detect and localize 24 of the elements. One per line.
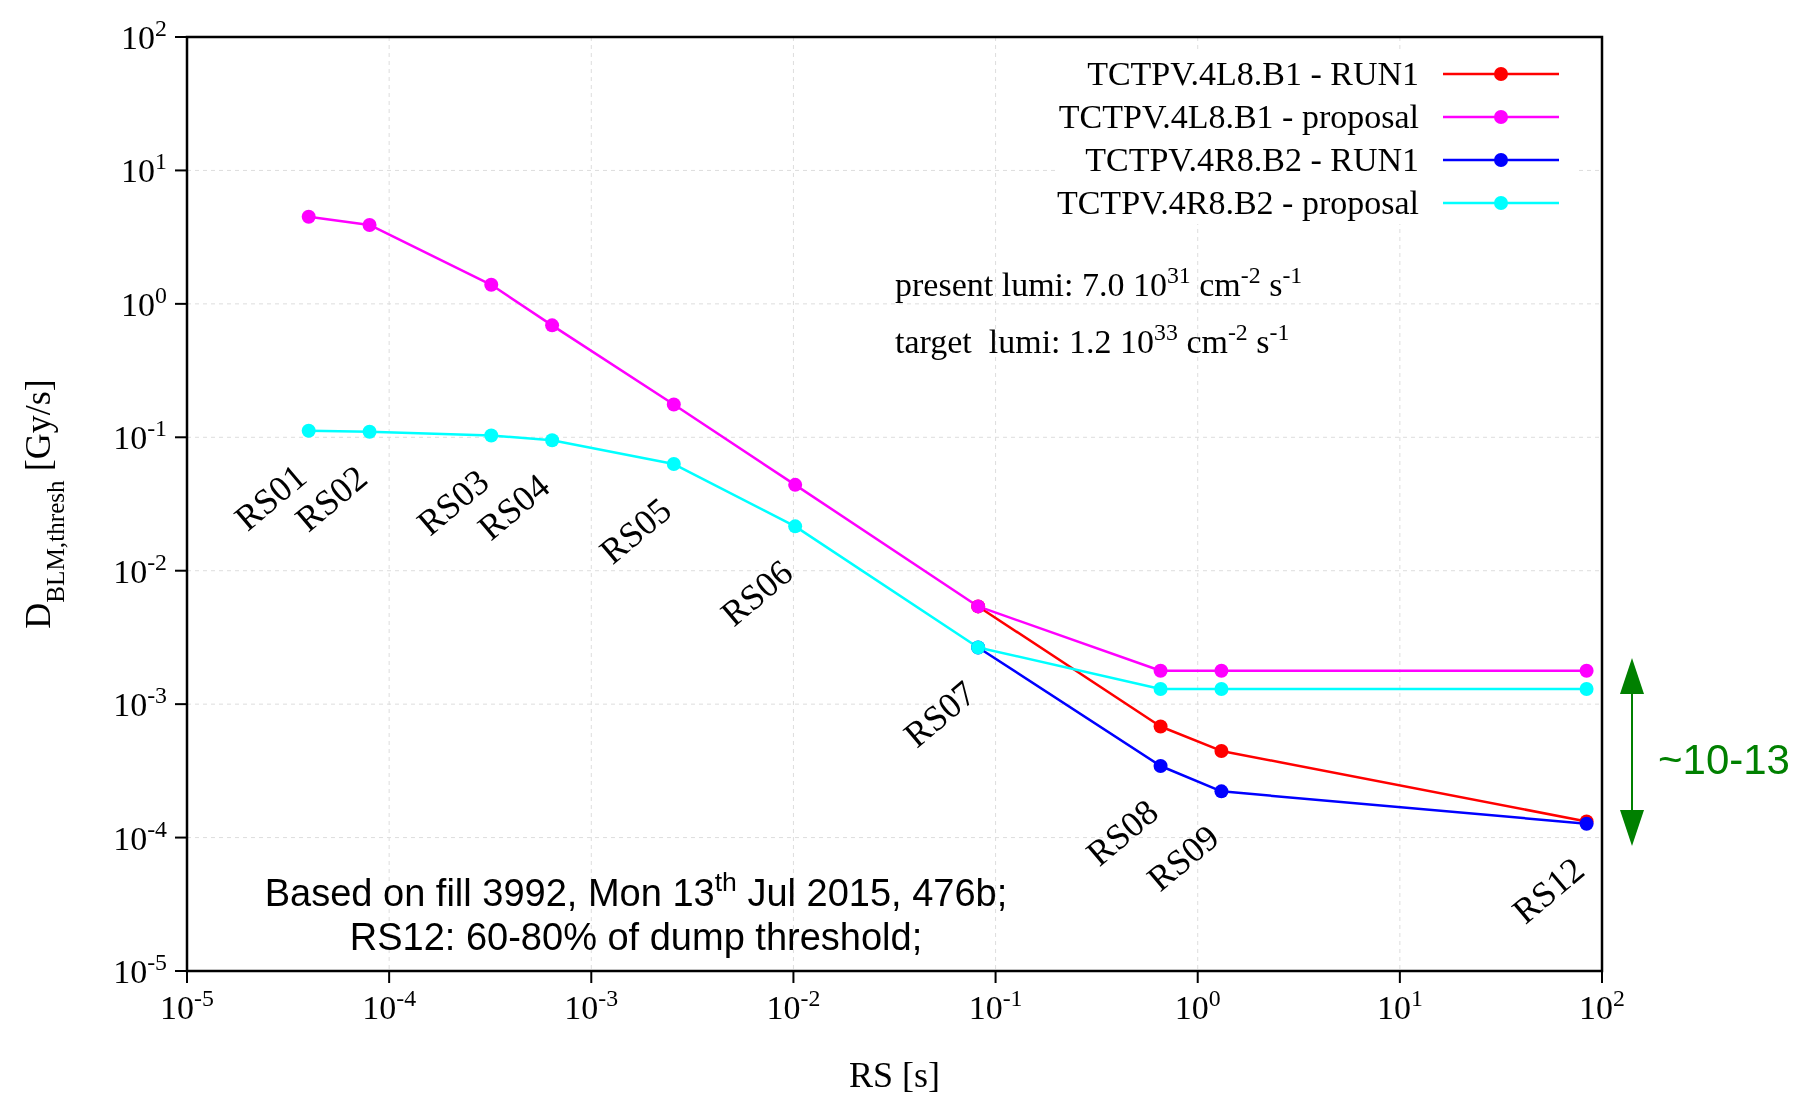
text: ~10-13 — [1658, 736, 1790, 783]
y-tick-label: 10$^{-2}$ — [113, 548, 167, 590]
legend-label: TCTPV.4R8.B2 - proposal — [1056, 183, 1419, 223]
y-tick-label: 10$^{0}$ — [121, 281, 167, 323]
legend-label: TCTPV.4L8.B1 - proposal — [1058, 97, 1419, 137]
y-tick-label: 10$^{2}$ — [121, 15, 167, 56]
x-tick-label: 10$^{2}$ — [1579, 985, 1625, 1026]
annotation: RS12: 60-80% of dump threshold; — [349, 916, 923, 958]
x-tick-label: 10$^{-1}$ — [968, 985, 1023, 1026]
legend-label: TCTPV.4L8.B1 - RUN1 — [1087, 54, 1419, 94]
annotation: present lumi: 7.0 10$^{31}$ cm$^{-2}$ s$^{-1}$ — [895, 262, 1303, 303]
x-tick-label: 10$^{-4}$ — [362, 985, 417, 1026]
y-tick-label: 10$^{-3}$ — [113, 682, 167, 724]
annotation: target lumi: 1.2 10$^{33}$ cm$^{-2}$ s$^{-1}$ — [895, 319, 1290, 360]
x-tick-label: 10$^{0}$ — [1174, 985, 1221, 1026]
y-tick-label: 10$^{1}$ — [121, 148, 167, 190]
y-tick-label: 10$^{-1}$ — [113, 415, 167, 457]
x-tick-label: 10$^{-2}$ — [766, 985, 821, 1026]
x-tick-label: 10$^{1}$ — [1376, 985, 1423, 1026]
x-axis-title: RS [s] — [848, 1055, 941, 1095]
x-tick-label: 10$^{-3}$ — [564, 985, 619, 1026]
annotation: Based on fill 3992, Mon 13$^{th}$ Jul 2015, 476b; — [264, 867, 1008, 914]
legend-label: TCTPV.4R8.B2 - RUN1 — [1085, 140, 1419, 180]
y-tick-label: 10$^{-4}$ — [113, 815, 168, 857]
